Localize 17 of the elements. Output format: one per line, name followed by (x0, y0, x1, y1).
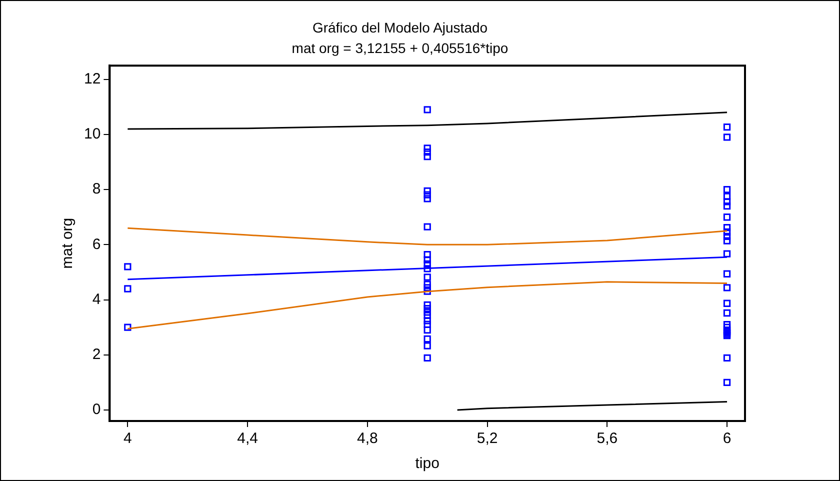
x-tick-label: 5,6 (596, 430, 618, 448)
x-tick-label: 6 (722, 430, 732, 448)
chart-title: Gráfico del Modelo Ajustado (312, 19, 488, 36)
y-tick-label: 8 (92, 180, 101, 198)
y-tick-label: 12 (84, 70, 101, 88)
y-tick-label: 6 (92, 236, 101, 253)
chart-subtitle: mat org = 3,12155 + 0,405516*tipo (292, 40, 508, 56)
y-tick-label: 2 (92, 346, 101, 364)
x-tick-label: 4,8 (356, 430, 378, 448)
y-tick-label: 10 (84, 126, 101, 143)
x-tick-label: 4 (123, 430, 132, 448)
y-tick-label: 4 (92, 290, 101, 308)
x-tick-label: 5,2 (476, 430, 498, 448)
x-tick-label: 4,4 (237, 430, 258, 448)
y-axis-title: mat org (59, 218, 76, 269)
x-axis-title: tipo (415, 455, 440, 472)
y-tick-label: 0 (92, 401, 101, 418)
